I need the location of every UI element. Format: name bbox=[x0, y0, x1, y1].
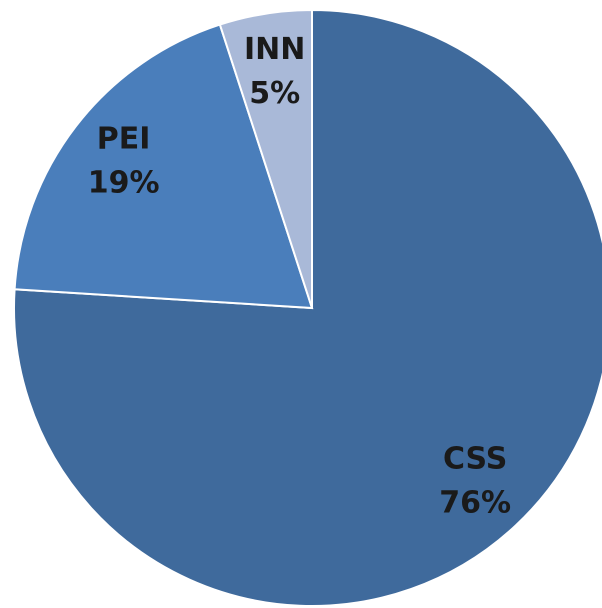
slice-label: INN bbox=[244, 32, 305, 67]
slice-value-label: 5% bbox=[249, 76, 300, 111]
slice-value-label: 76% bbox=[439, 485, 511, 520]
pie-slice bbox=[13, 23, 314, 310]
pie-slice bbox=[218, 8, 313, 309]
slice-label: PEI bbox=[97, 121, 151, 156]
slice-value-label: 19% bbox=[88, 165, 160, 200]
slice-label: CSS bbox=[443, 441, 507, 476]
